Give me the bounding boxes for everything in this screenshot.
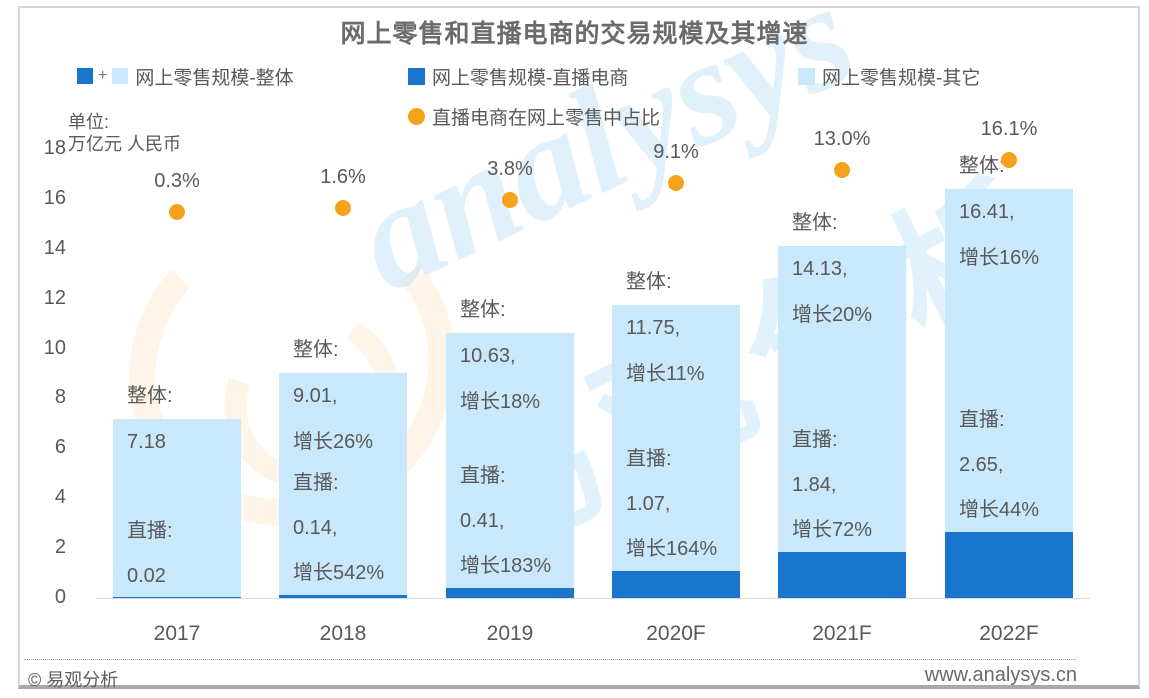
legend-label-percentage: 直播电商在网上零售中占比	[432, 107, 661, 129]
annotation-live-2018-line2: 增长542%	[293, 561, 385, 584]
x-label-2022F: 2022F	[979, 622, 1039, 645]
legend-item-percentage: 直播电商在网上零售中占比	[408, 106, 660, 129]
annotation-total-2020F-line1: 11.75,	[626, 316, 681, 339]
bar-segment-live-2020F	[612, 571, 740, 598]
y-tick-16: 16	[43, 186, 66, 209]
annotation-live-2018-line1: 0.14,	[293, 516, 338, 539]
annotation-total-2020F-line0: 整体:	[626, 270, 672, 293]
percentage-label-2017: 0.3%	[154, 170, 200, 192]
annotation-total-2019-line1: 10.63,	[460, 344, 516, 367]
y-tick-0: 0	[54, 586, 66, 608]
annotation-total-2022F-line2: 增长16%	[959, 246, 1040, 269]
legend-label-live: 网上零售规模-直播电商	[432, 67, 629, 89]
annotation-total-2022F-line0: 整体:	[959, 154, 1005, 177]
legend-item-overall: + 网上零售规模-整体	[77, 66, 294, 89]
percentage-label-2022F: 16.1%	[980, 117, 1038, 140]
annotation-total-2021F-line2: 增长20%	[792, 303, 873, 326]
annotation-live-2021F-line1: 1.84,	[792, 474, 837, 497]
x-label-2021F: 2021F	[812, 622, 872, 645]
y-tick-18: 18	[43, 137, 66, 160]
y-tick-8: 8	[54, 386, 66, 409]
y-tick-14: 14	[43, 236, 66, 259]
bar-segment-live-2021F	[778, 552, 906, 598]
bar-segment-live-2017	[113, 597, 241, 598]
annotation-live-2021F-line0: 直播:	[792, 429, 838, 452]
percentage-dot-2017	[169, 204, 185, 220]
annotation-live-2020F-line0: 直播:	[626, 448, 672, 471]
percentage-dot-2018	[335, 199, 351, 216]
x-label-2018: 2018	[319, 622, 367, 645]
annotation-total-2018-line1: 9.01,	[293, 385, 338, 408]
annotation-live-2022F-line2: 增长44%	[959, 498, 1040, 521]
annotation-live-2019-line2: 增长183%	[460, 554, 552, 577]
percentage-label-2021F: 13.0%	[813, 128, 871, 151]
x-axis-line	[96, 598, 1090, 599]
y-tick-12: 12	[43, 286, 66, 309]
unit-line1: 单位:	[68, 112, 110, 132]
percentage-label-2019: 3.8%	[487, 158, 533, 181]
annotation-live-2019-line1: 0.41,	[460, 509, 505, 532]
percentage-label-2020F: 9.1%	[653, 140, 699, 163]
legend-swatch-orange-dot	[408, 107, 425, 125]
annotation-live-2021F-line2: 增长72%	[792, 519, 873, 542]
legend-item-live: 网上零售规模-直播电商	[408, 66, 628, 89]
bar-2019	[446, 332, 574, 598]
legend-plus-sign: +	[98, 67, 108, 84]
annotation-total-2018-line2: 增长26%	[293, 431, 374, 454]
annotation-live-2018-line0: 直播:	[293, 471, 339, 494]
annotation-live-2022F-line1: 2.65,	[959, 453, 1004, 476]
percentage-dot-2021F	[834, 162, 850, 179]
bar-segment-live-2018	[279, 594, 407, 598]
x-label-2019: 2019	[486, 622, 534, 645]
x-label-2020F: 2020F	[646, 622, 706, 645]
bar-segment-live-2019	[446, 587, 574, 598]
annotation-total-2021F-line0: 整体:	[792, 211, 838, 234]
percentage-dot-2020F	[668, 174, 684, 191]
annotation-total-2019-line2: 增长18%	[460, 390, 541, 413]
annotation-total-2021F-line1: 14.13,	[792, 257, 848, 280]
percentage-label-2018: 1.6%	[320, 165, 366, 188]
percentage-dot-2019	[502, 192, 518, 209]
annotation-live-2017-line0: 直播:	[127, 519, 173, 542]
legend-item-other: 网上零售规模-其它	[798, 66, 980, 89]
y-tick-4: 4	[54, 486, 66, 509]
y-tick-2: 2	[54, 536, 66, 559]
bar-2018	[279, 373, 407, 598]
annotation-total-2017-line0: 整体:	[127, 384, 173, 407]
bar-2017	[113, 418, 241, 598]
legend-label-other: 网上零售规模-其它	[822, 67, 981, 89]
footer-website-link[interactable]: www.analysys.cn	[924, 664, 1077, 686]
annotation-live-2019-line0: 直播:	[460, 464, 506, 487]
legend-swatch-light-blue	[112, 68, 129, 84]
annotation-live-2017-line1: 0.02	[127, 564, 166, 587]
x-label-2017: 2017	[153, 622, 201, 645]
unit-line2: 万亿元 人民币	[68, 134, 182, 154]
annotation-live-2022F-line0: 直播:	[959, 408, 1005, 431]
bar-2022F	[945, 188, 1073, 598]
annotation-total-2019-line0: 整体:	[460, 298, 506, 321]
footer-divider	[24, 659, 1076, 660]
y-tick-6: 6	[54, 436, 66, 459]
footer-copyright: © 易观分析	[28, 670, 119, 690]
legend-swatch-dark-blue	[77, 68, 93, 84]
chart-title: 网上零售和直播电商的交易规模及其增速	[340, 20, 809, 48]
axis-unit-label: 单位: 万亿元 人民币	[68, 111, 181, 155]
bar-2021F	[778, 245, 906, 598]
annotation-total-2018-line0: 整体:	[293, 339, 339, 362]
bar-segment-live-2022F	[945, 531, 1073, 598]
annotation-total-2022F-line1: 16.41,	[959, 200, 1015, 223]
annotation-total-2020F-line2: 增长11%	[626, 362, 705, 385]
annotation-total-2017-line1: 7.18	[127, 430, 166, 453]
y-tick-10: 10	[43, 336, 66, 359]
percentage-dot-2022F	[1001, 151, 1017, 168]
legend-swatch-other	[798, 67, 815, 85]
legend-label-overall: 网上零售规模-整体	[135, 67, 294, 89]
annotation-live-2020F-line1: 1.07,	[626, 493, 671, 516]
bar-2020F	[612, 304, 740, 598]
legend-swatch-live	[408, 67, 425, 85]
annotation-live-2020F-line2: 增长164%	[626, 538, 718, 561]
